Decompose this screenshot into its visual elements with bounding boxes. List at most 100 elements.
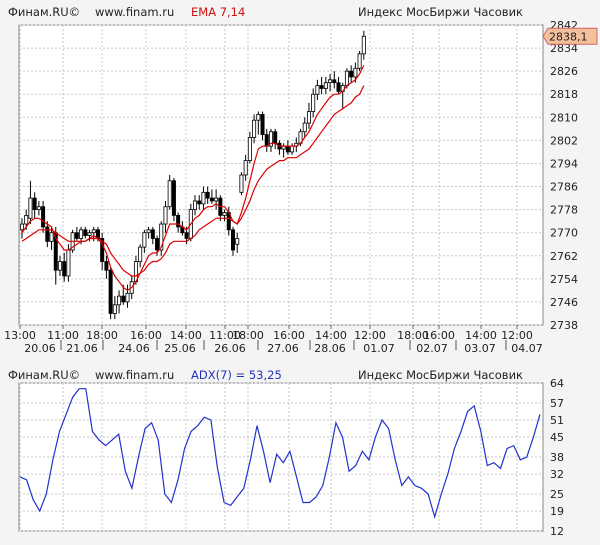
adx-y-tick-label: 51 [550, 414, 564, 427]
y-tick-label: 2754 [550, 273, 578, 286]
candle-body [357, 53, 362, 69]
candle-body [193, 200, 198, 211]
candle-body [41, 206, 46, 228]
date-tick-label: 20.06 [24, 342, 56, 355]
y-tick-label: 2778 [550, 204, 578, 217]
adx-plot-area [18, 382, 544, 532]
y-tick-label: 2834 [550, 42, 578, 55]
adx-brand-label: Финам.RU© [8, 368, 81, 382]
candle-body [302, 122, 307, 133]
y-tick-label: 2810 [550, 111, 578, 124]
candle-body [315, 85, 320, 95]
time-tick-label: 12:00 [354, 329, 386, 342]
candle-body [230, 229, 235, 251]
last-price-marker [542, 27, 598, 45]
candle-body [332, 79, 337, 84]
candle-body [264, 134, 269, 147]
date-tick-label: 25.06 [164, 342, 196, 355]
candle-body [125, 292, 130, 303]
adx-y-tick-label: 64 [550, 377, 564, 390]
candle-body [155, 238, 160, 251]
time-tick-label: 12:00 [501, 329, 533, 342]
candle-body [214, 197, 219, 202]
candle-body [142, 232, 147, 248]
candle-body [138, 246, 143, 262]
ema-indicator-label: EMA 7,14 [191, 5, 246, 19]
candle-body [121, 295, 126, 303]
date-tick-label: 01.07 [363, 342, 395, 355]
candle-body [184, 232, 189, 239]
site-link[interactable]: www.finam.ru [95, 5, 175, 19]
candle-body [83, 229, 88, 236]
candle-body [146, 229, 151, 234]
candle-body [49, 232, 54, 242]
candle-body [74, 232, 79, 239]
adx-site-link[interactable]: www.finam.ru [95, 368, 175, 382]
candle-body [344, 70, 349, 86]
time-tick-label: 14:00 [465, 329, 497, 342]
candle-body [167, 180, 172, 208]
y-tick-label: 2746 [550, 296, 578, 309]
date-tick-label: 21.06 [66, 342, 98, 355]
candle-body [163, 206, 168, 225]
adx-y-tick-label: 38 [550, 451, 564, 464]
instrument-label: Индекс МосБиржи Часовик [358, 5, 523, 19]
candle-body [311, 93, 316, 112]
candle-body [117, 295, 122, 306]
last-price-label: 2838,1 [549, 30, 588, 43]
time-tick-label: 18:00 [232, 329, 264, 342]
candle-body [290, 145, 295, 153]
candle-body [32, 197, 37, 211]
candle-body [353, 67, 358, 78]
candle-body [268, 131, 273, 147]
candle-body [79, 229, 84, 239]
candle-body [66, 249, 71, 277]
date-tick-label: 02.07 [416, 342, 448, 355]
ema-fast-line [21, 65, 365, 292]
time-tick-label: 11:00 [209, 329, 241, 342]
date-tick-label: 28.06 [314, 342, 346, 355]
y-tick-label: 2826 [550, 65, 578, 78]
candle-body [36, 206, 41, 211]
candle-body [243, 160, 248, 176]
candle-body [235, 238, 240, 245]
adx-line [19, 388, 541, 519]
candle-body [252, 119, 257, 138]
adx-y-tick-label: 57 [550, 397, 564, 410]
y-tick-label: 2802 [550, 134, 578, 147]
date-tick-label: 04.07 [511, 342, 543, 355]
date-tick-label: 26.06 [214, 342, 246, 355]
date-tick-label: 03.07 [464, 342, 496, 355]
time-tick-label: 18:00 [397, 329, 429, 342]
y-tick-label: 2770 [550, 227, 578, 240]
candle-body [197, 200, 202, 205]
candle-body [201, 191, 206, 205]
candle-body [209, 197, 214, 202]
y-tick-label: 2762 [550, 250, 578, 263]
date-tick-label: 27.06 [267, 342, 299, 355]
price-chart: 2738 2746 2754 2762 2770 2778 2786 2794 2802 2810… [4, 19, 598, 355]
candle-body [222, 212, 227, 216]
adx-y-tick-label: 25 [550, 488, 564, 501]
adx-y-tick-label: 45 [550, 431, 564, 444]
time-tick-label: 16:00 [273, 329, 305, 342]
ema-slow-line [21, 85, 365, 277]
adx-instrument-label: Индекс МосБиржи Часовик [358, 368, 523, 382]
candle-body [247, 137, 252, 161]
candle-body [104, 261, 109, 271]
time-tick-label: 13:00 [4, 329, 36, 342]
adx-y-tick-label: 12 [550, 525, 564, 538]
adx-indicator-label: ADX(7) = 53,25 [191, 368, 282, 382]
candle-body [205, 191, 210, 199]
time-tick-label: 16:00 [130, 329, 162, 342]
candle-body [108, 269, 113, 314]
y-tick-label: 2738 [550, 319, 578, 332]
candle-body [336, 82, 341, 92]
candle-body [306, 111, 311, 124]
candle-body [28, 197, 33, 219]
candle-body [100, 238, 105, 262]
candle-body [349, 70, 354, 78]
y-tick-label: 2818 [550, 88, 578, 101]
time-tick-label: 18:00 [86, 329, 118, 342]
candle-body [45, 226, 50, 242]
